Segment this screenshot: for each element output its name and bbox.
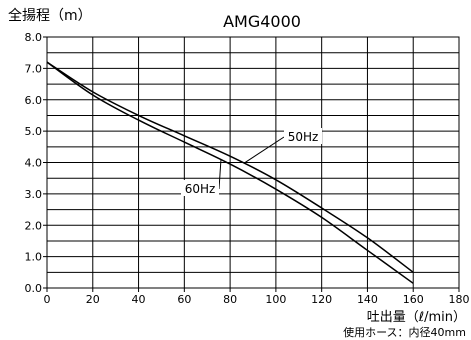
y-tick-label: 3.0 — [25, 188, 43, 201]
x-tick-label: 140 — [357, 293, 378, 306]
annotation-label-50hz: 50Hz — [288, 130, 319, 144]
y-tick-label: 4.0 — [25, 157, 43, 170]
x-tick-label: 0 — [44, 293, 51, 306]
series-line-60hz — [46, 61, 414, 284]
y-tick-label: 6.0 — [25, 94, 43, 107]
hose-note: 使用ホース：内径40mm — [343, 325, 466, 339]
y-tick-label: 0.0 — [25, 282, 43, 295]
series-annotations: 50Hz 60Hz — [181, 128, 322, 196]
x-tick-label: 120 — [311, 293, 332, 306]
grid — [46, 36, 460, 289]
y-tick-label: 2.0 — [25, 219, 43, 232]
annotation-label-60hz: 60Hz — [185, 182, 216, 196]
annotation-box-60hz — [181, 180, 219, 196]
annotation-box-50hz — [284, 128, 322, 144]
series-lines — [46, 61, 414, 284]
x-tick-label: 160 — [403, 293, 424, 306]
plot-frame — [46, 36, 460, 289]
x-tick-label: 80 — [223, 293, 237, 306]
x-tick-label: 40 — [132, 293, 146, 306]
x-tick-label: 180 — [449, 293, 470, 306]
x-tick-label: 100 — [265, 293, 286, 306]
axis-ticks: 0.0 1.0 2.0 3.0 4.0 5.0 6.0 7.0 8.0 0 20 40 60 80 100 1… — [25, 31, 470, 306]
x-tick-label: 60 — [177, 293, 191, 306]
y-tick-label: 1.0 — [25, 251, 43, 264]
x-tick-label: 20 — [86, 293, 100, 306]
y-tick-label: 8.0 — [25, 31, 43, 44]
annotation-leader-60hz — [218, 159, 222, 190]
annotation-leader-50hz — [243, 136, 285, 164]
chart-title: AMG4000 — [223, 12, 301, 31]
y-axis-title: 全揚程（m） — [8, 7, 92, 24]
y-tick-label: 5.0 — [25, 125, 43, 138]
x-axis-title: 吐出量（ℓ/min） — [367, 310, 466, 325]
series-line-50hz — [46, 61, 414, 273]
y-tick-label: 7.0 — [25, 62, 43, 75]
